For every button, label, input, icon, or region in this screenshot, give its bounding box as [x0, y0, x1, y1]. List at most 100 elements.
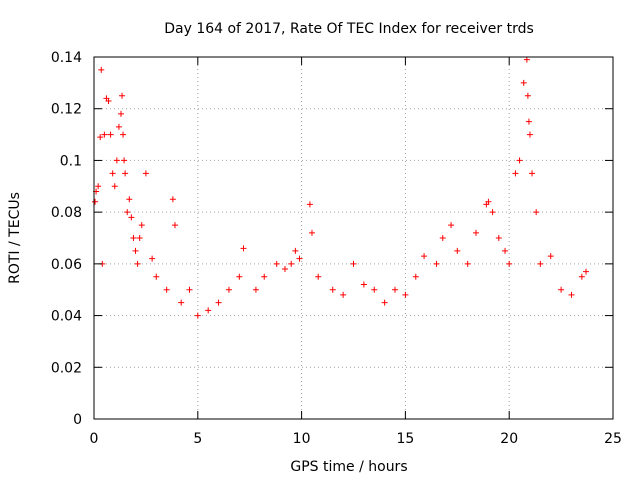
x-tick-label: 10	[293, 431, 311, 447]
plot-border	[93, 56, 614, 420]
data-point	[526, 131, 533, 138]
data-point	[120, 131, 127, 138]
data-point	[126, 196, 133, 203]
data-point	[115, 123, 122, 130]
data-point	[178, 299, 185, 306]
data-point	[111, 183, 118, 190]
data-point	[516, 157, 523, 164]
data-point	[315, 273, 322, 280]
data-point	[153, 273, 160, 280]
y-tick-label: 0.1	[60, 153, 82, 169]
data-point	[529, 170, 536, 177]
data-point	[412, 273, 419, 280]
x-tick-label: 20	[500, 431, 518, 447]
data-point	[454, 247, 461, 254]
data-point	[273, 260, 280, 267]
data-point	[371, 286, 378, 293]
data-point	[439, 235, 446, 241]
data-point	[489, 209, 496, 216]
y-tick-label: 0.14	[51, 50, 82, 66]
data-point	[340, 291, 347, 298]
y-tick-label: 0.06	[51, 257, 82, 273]
data-point	[433, 260, 440, 267]
data-point	[537, 260, 544, 267]
data-point	[506, 260, 513, 267]
grid-layer	[94, 57, 613, 419]
data-point	[215, 299, 222, 306]
x-tick-label: 0	[90, 431, 99, 447]
data-point	[464, 260, 471, 267]
chart-title: Day 164 of 2017, Rate Of TEC Index for r…	[164, 21, 534, 37]
data-point	[138, 222, 145, 229]
data-point	[113, 157, 120, 164]
data-point	[495, 235, 502, 241]
data-point	[392, 286, 399, 293]
data-point	[525, 118, 532, 125]
data-point	[117, 110, 124, 117]
data-point	[296, 255, 303, 262]
x-tick-label: 25	[604, 431, 622, 447]
data-point	[107, 131, 114, 138]
y-tick-label: 0.12	[51, 102, 82, 118]
data-point	[171, 222, 178, 229]
data-point	[281, 266, 288, 273]
data-point	[402, 291, 409, 298]
data-point	[92, 198, 99, 205]
data-point	[558, 286, 565, 293]
data-point	[547, 253, 554, 260]
data-point	[205, 307, 212, 314]
data-point	[568, 291, 575, 298]
data-point	[101, 131, 108, 138]
x-tick-label: 15	[396, 431, 414, 447]
data-point	[194, 312, 201, 319]
data-point	[136, 235, 143, 241]
data-point	[134, 260, 141, 267]
data-point	[329, 286, 336, 293]
data-point	[97, 134, 104, 141]
points-layer	[92, 56, 590, 319]
data-point	[105, 97, 112, 104]
data-point	[240, 245, 247, 252]
y-tick-label: 0	[73, 412, 82, 428]
data-point	[288, 260, 295, 267]
data-point	[502, 247, 509, 254]
data-point	[128, 214, 135, 221]
data-point	[578, 273, 585, 280]
data-point	[95, 183, 102, 190]
data-point	[261, 273, 268, 280]
data-point	[485, 198, 492, 205]
y-tick-label: 0.04	[51, 309, 82, 325]
data-point	[421, 253, 428, 260]
data-point	[360, 281, 367, 288]
data-point	[225, 286, 232, 293]
data-point	[149, 255, 156, 262]
data-point	[512, 170, 519, 177]
data-point	[308, 229, 315, 236]
data-point	[523, 56, 530, 63]
y-axis-label: ROTI / TECUs	[7, 192, 23, 284]
data-point	[98, 66, 105, 73]
data-point	[350, 260, 357, 267]
data-point	[448, 222, 455, 229]
data-point	[472, 229, 479, 236]
data-point	[236, 273, 243, 280]
data-point	[163, 286, 170, 293]
data-point	[130, 235, 137, 241]
data-point	[381, 299, 388, 306]
data-point	[252, 286, 259, 293]
y-tick-label: 0.08	[51, 205, 82, 221]
ticks-layer: 0 5 10 15 20 25 0 0.02 0.04 0.06 0.08 0.1 0.12 0.14	[51, 50, 622, 447]
data-point	[122, 170, 129, 177]
data-point	[132, 247, 139, 254]
data-point	[533, 209, 540, 216]
data-point	[186, 286, 193, 293]
data-point	[524, 92, 531, 99]
data-point	[109, 170, 116, 177]
data-point	[306, 201, 313, 208]
data-point	[142, 170, 149, 177]
x-axis-label: GPS time / hours	[290, 459, 407, 475]
data-point	[119, 92, 126, 99]
data-point	[583, 268, 590, 275]
